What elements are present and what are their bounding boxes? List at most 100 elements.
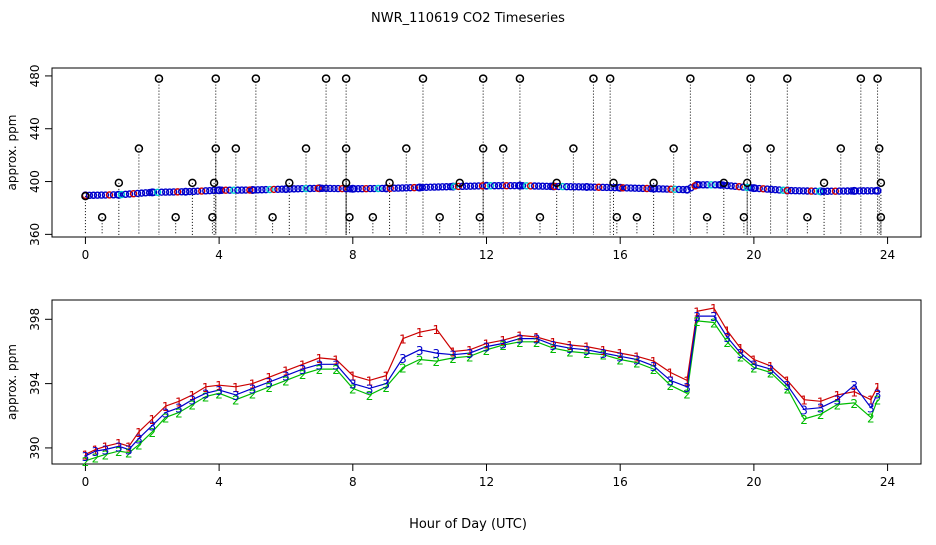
baseline-point	[270, 185, 278, 194]
series-1-marker: 1	[366, 374, 374, 388]
baseline-point	[290, 185, 298, 193]
baseline-point	[218, 186, 226, 194]
flag-point	[341, 178, 351, 188]
baseline-point	[450, 182, 459, 191]
baseline-point	[518, 182, 527, 190]
baseline-point	[326, 184, 334, 193]
baseline-point	[173, 188, 182, 196]
baseline-point	[559, 182, 567, 191]
y-axis-label: approx. ppm	[5, 344, 19, 420]
series-1-marker: 1	[483, 337, 491, 351]
baseline-point	[190, 187, 198, 196]
series-1-marker: 1	[82, 448, 90, 462]
baseline-point	[591, 183, 599, 191]
baseline-point	[703, 181, 711, 189]
baseline-point	[615, 184, 623, 192]
baseline-point	[659, 185, 667, 193]
series-1-marker: 1	[550, 336, 558, 350]
series-1-marker: 1	[533, 331, 541, 345]
series-2-marker: 2	[867, 411, 875, 425]
series-2-marker: 2	[650, 363, 658, 377]
series-3-marker: 3	[249, 382, 257, 396]
series-2-marker: 2	[92, 452, 100, 466]
baseline-point	[795, 187, 804, 195]
series-1-marker: 1	[737, 342, 745, 356]
baseline-point	[206, 186, 214, 195]
series-1-marker: 1	[282, 365, 290, 379]
series-1-marker: 1	[466, 344, 474, 358]
series-2-marker: 2	[800, 413, 808, 427]
series-2-marker: 2	[616, 353, 624, 367]
series-1-marker: 1	[162, 400, 170, 414]
baseline-point	[643, 184, 651, 193]
baseline-point	[871, 187, 880, 195]
baseline-point	[462, 182, 471, 190]
series-3-marker: 3	[737, 347, 745, 361]
flag-point	[742, 144, 752, 153]
series-2-marker: 2	[202, 390, 210, 404]
baseline-point	[779, 186, 787, 194]
series-3-marker: 3	[693, 310, 701, 324]
series-3-marker: 3	[616, 350, 624, 364]
series-1-marker: 1	[215, 379, 223, 393]
baseline-point	[502, 181, 511, 190]
baseline-point	[262, 185, 270, 194]
series-1-marker: 1	[175, 395, 183, 409]
series-2-marker: 2	[516, 336, 524, 350]
baseline-point	[546, 182, 555, 191]
series-3-marker: 3	[750, 358, 758, 372]
series-2-marker: 2	[667, 379, 675, 393]
baseline-point	[230, 186, 238, 194]
series-3-marker: 3	[850, 379, 858, 393]
flag-point	[612, 212, 622, 222]
baseline-point	[563, 182, 571, 191]
baseline-point	[835, 187, 844, 195]
series-3-marker: 3	[874, 387, 882, 401]
series-1-marker: 1	[723, 325, 731, 339]
y-tick-label: 400	[28, 170, 42, 193]
flag-point	[211, 144, 221, 153]
series-3-marker: 3	[416, 344, 424, 358]
baseline-point	[731, 182, 739, 191]
flag-point	[569, 144, 578, 153]
baseline-point	[767, 185, 775, 194]
baseline-point	[105, 191, 114, 199]
flag-point	[876, 178, 886, 188]
baseline-point	[807, 187, 816, 195]
series-2-marker: 2	[723, 336, 731, 350]
x-tick-label: 20	[746, 248, 761, 262]
series-2-marker: 2	[316, 363, 324, 377]
baseline-point	[679, 185, 687, 194]
baseline-point	[759, 185, 767, 193]
baseline-point	[266, 185, 274, 194]
flag-point	[605, 74, 615, 83]
series-2-marker: 2	[834, 399, 842, 413]
series-3-marker: 3	[867, 402, 875, 416]
baseline-point	[751, 184, 759, 192]
series-2-marker: 2	[566, 345, 574, 359]
series-3-marker: 3	[316, 358, 324, 372]
baseline-point	[567, 183, 575, 191]
baseline-point	[743, 183, 751, 192]
series-1-marker: 1	[800, 394, 808, 408]
series-1-marker: 1	[600, 344, 608, 358]
baseline-point	[310, 184, 318, 193]
baseline-point	[374, 184, 382, 193]
baseline-point	[486, 182, 495, 190]
baseline-point	[655, 185, 663, 193]
flag-point	[589, 74, 598, 83]
series-2-marker: 2	[499, 339, 507, 353]
series-3-marker: 3	[499, 337, 507, 351]
series-2-marker: 2	[817, 408, 825, 422]
series-3-marker: 3	[349, 378, 357, 392]
baseline-point	[322, 184, 330, 193]
baseline-point	[755, 184, 763, 193]
series-2-marker: 2	[633, 357, 641, 371]
flag-point	[686, 74, 695, 83]
baseline-point	[735, 182, 743, 191]
baseline-point	[434, 183, 443, 191]
baseline-point	[715, 181, 723, 189]
baseline-point	[165, 188, 174, 196]
baseline-point	[390, 184, 398, 192]
